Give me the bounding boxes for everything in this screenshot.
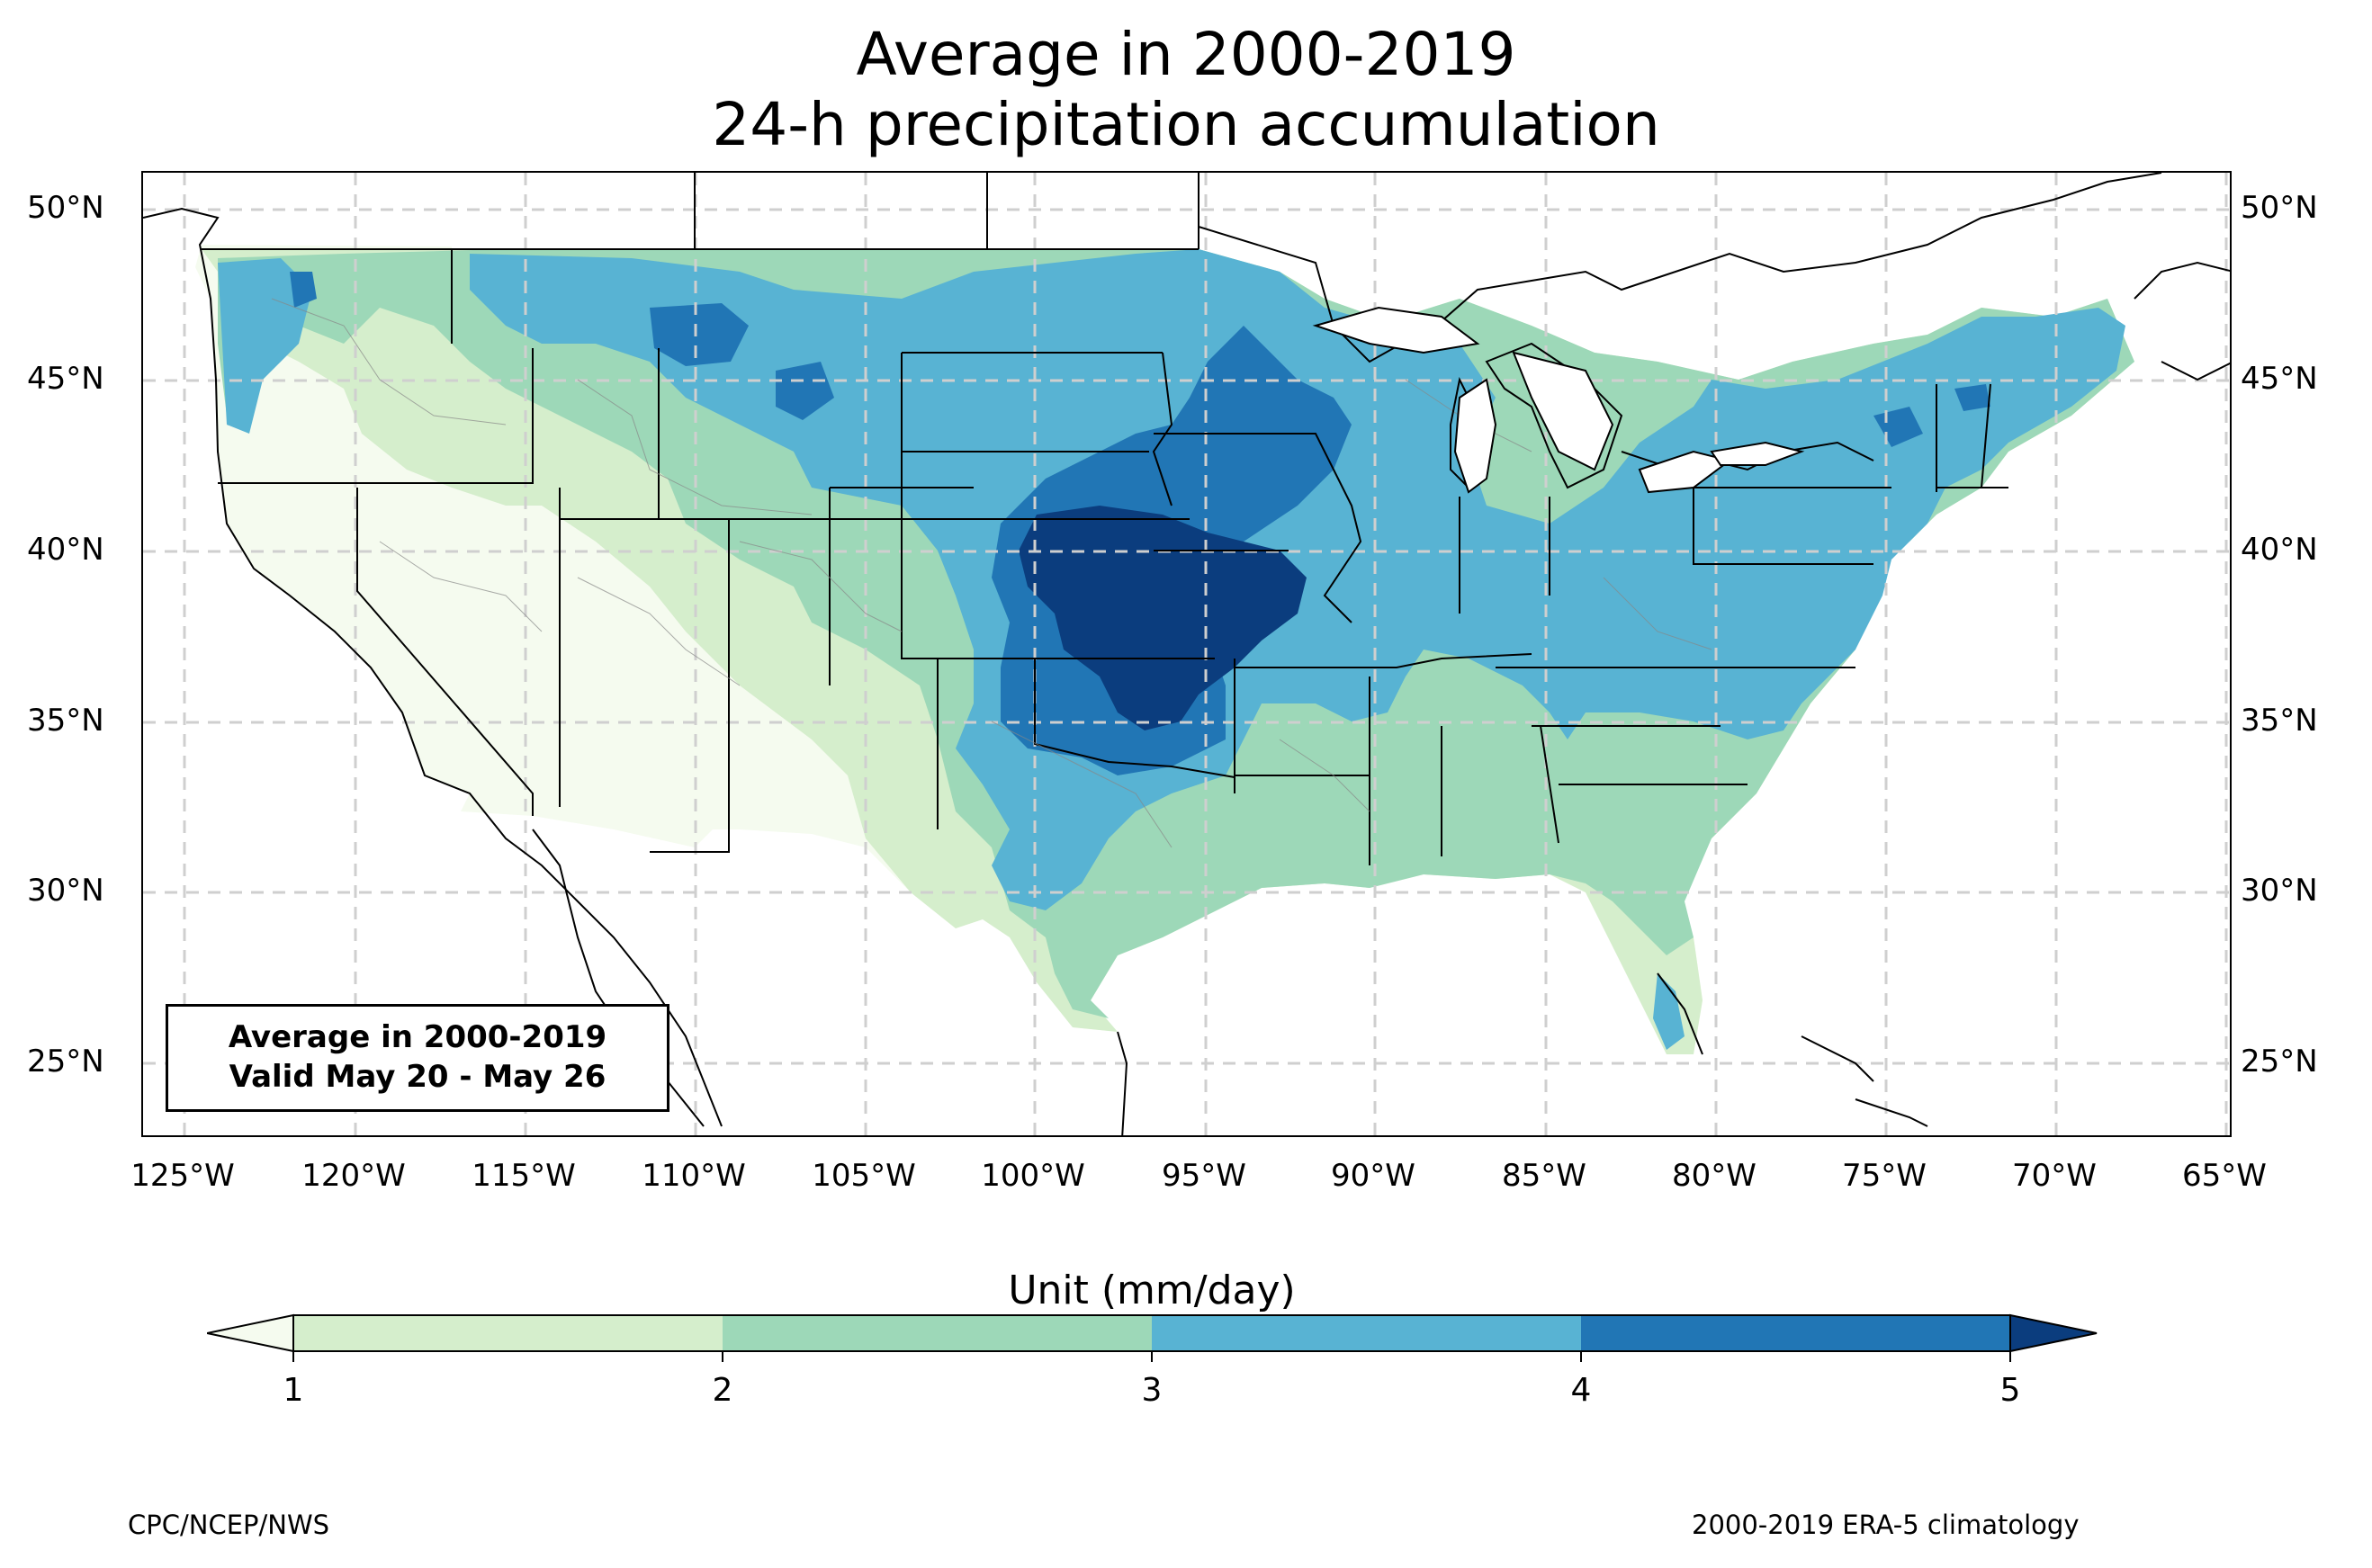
lon-label: 105°W: [812, 1158, 916, 1194]
lon-label: 110°W: [642, 1158, 746, 1194]
great-lakes: [1312, 306, 1805, 494]
lon-label: 80°W: [1672, 1158, 1757, 1194]
map-canvas: [143, 173, 2230, 1135]
precip-band-3-4-west-coast: [218, 258, 312, 434]
colorbar-tick-label: 5: [1999, 1372, 2021, 1409]
map-title: Average in 2000-2019: [856, 20, 1516, 89]
precip-band-4-5-vt: [1954, 384, 1990, 411]
precip-band-4-5-wa: [290, 272, 317, 308]
colorbar-extend-low: [207, 1313, 294, 1353]
lon-label: 75°W: [1842, 1158, 1927, 1194]
lon-label: 95°W: [1162, 1158, 1246, 1194]
lat-label-right: 50°N: [2241, 190, 2318, 226]
lon-label: 65°W: [2182, 1158, 2267, 1194]
lat-label-right: 30°N: [2241, 873, 2318, 909]
lon-label: 115°W: [472, 1158, 576, 1194]
colorbar: [207, 1313, 2098, 1362]
colorbar-extend-high: [2009, 1313, 2098, 1353]
lon-label: 125°W: [130, 1158, 235, 1194]
lon-label: 120°W: [301, 1158, 406, 1194]
info-line-1: Average in 2000-2019: [228, 1019, 607, 1055]
map-subtitle: 24-h precipitation accumulation: [712, 90, 1660, 159]
lat-label-left: 50°N: [27, 190, 104, 226]
colorbar-segment: [1581, 1315, 2010, 1351]
colorbar-title: Unit (mm/day): [1008, 1268, 1296, 1313]
colorbar-segment: [1152, 1315, 1581, 1351]
lon-label: 70°W: [2012, 1158, 2097, 1194]
precip-band-4-5-dakota: [776, 362, 834, 420]
colorbar-segment: [293, 1315, 723, 1351]
county-borders: [271, 298, 1712, 848]
colorbar-tick-label: 1: [283, 1372, 304, 1409]
lat-label-left: 25°N: [27, 1044, 104, 1080]
lon-label: 85°W: [1502, 1158, 1586, 1194]
lon-label: 90°W: [1331, 1158, 1415, 1194]
colorbar-tick-label: 3: [1141, 1372, 1163, 1409]
colorbar-tick-label: 2: [712, 1372, 733, 1409]
precip-band-5-plus: [1019, 506, 1307, 730]
precipitation-map: [141, 171, 2232, 1137]
lat-label-left: 35°N: [27, 703, 104, 739]
lat-label-right: 35°N: [2241, 703, 2318, 739]
lat-label-right: 25°N: [2241, 1044, 2318, 1080]
info-box: Average in 2000-2019 Valid May 20 - May …: [166, 1004, 669, 1112]
precip-band-4-5-montana: [650, 303, 749, 366]
lon-label: 100°W: [981, 1158, 1085, 1194]
footer-source: CPC/NCEP/NWS: [128, 1510, 330, 1540]
info-line-2: Valid May 20 - May 26: [229, 1059, 606, 1095]
lat-label-left: 30°N: [27, 873, 104, 909]
lat-label-right: 45°N: [2241, 361, 2318, 397]
colorbar-segment: [723, 1315, 1152, 1351]
precip-band-3-4-florida: [1653, 973, 1685, 1050]
lat-label-right: 40°N: [2241, 532, 2318, 568]
lat-label-left: 45°N: [27, 361, 104, 397]
lat-label-left: 40°N: [27, 532, 104, 568]
state-borders: [202, 173, 2008, 865]
footer-climatology: 2000-2019 ERA-5 climatology: [1692, 1510, 2080, 1540]
colorbar-tick-label: 4: [1570, 1372, 1592, 1409]
